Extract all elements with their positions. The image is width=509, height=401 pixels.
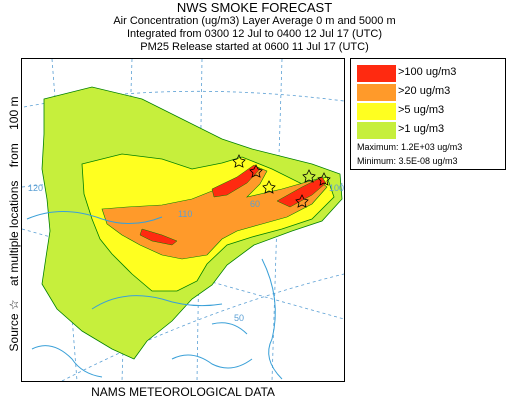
legend-row-20: >20 ug/m3 <box>357 84 503 101</box>
integration-period: Integrated from 0300 12 Jul to 0400 12 J… <box>127 28 382 40</box>
legend-label-1: >1 ug/m3 <box>398 123 445 135</box>
legend-row-100: >100 ug/m3 <box>357 65 503 82</box>
grid-label-60: 60 <box>250 199 260 209</box>
grid-label-120: 120 <box>28 183 43 193</box>
map-title: NWS SMOKE FORECAST <box>176 0 333 15</box>
legend-swatch-5 <box>357 103 396 120</box>
legend-row-1: >1 ug/m3 <box>357 122 503 139</box>
water-features <box>26 211 283 380</box>
release-info: PM25 Release started at 0600 11 Jul 17 (… <box>140 41 369 53</box>
legend-maximum: Maximum: 1.2E+03 ug/m3 <box>357 142 463 152</box>
plume-level-100c <box>276 176 327 208</box>
locations-label: at multiple locations <box>7 180 21 286</box>
source-label: Source ☆ <box>7 299 21 352</box>
legend-swatch-1 <box>357 122 396 139</box>
height-label: 100 m <box>7 96 21 130</box>
legend-label-20: >20 ug/m3 <box>398 85 451 97</box>
legend-label-5: >5 ug/m3 <box>398 104 445 116</box>
legend: >100 ug/m3 >20 ug/m3 >5 ug/m3 >1 ug/m3 M… <box>350 58 506 170</box>
grid-label-50: 50 <box>234 313 244 323</box>
source-markers <box>232 154 331 208</box>
concentration-subtitle: Air Concentration (ug/m3) Layer Average … <box>113 15 396 27</box>
smoke-map-svg: 120 110 60 100 50 <box>22 59 344 381</box>
grid-labels: 120 110 60 100 50 <box>28 183 344 323</box>
plume-level-100 <box>139 228 178 246</box>
legend-row-5: >5 ug/m3 <box>357 103 503 120</box>
legend-swatch-20 <box>357 84 396 101</box>
source-side-label: Source ☆ at multiple locations from 100 … <box>7 92 21 357</box>
smoke-map: 120 110 60 100 50 <box>21 58 345 382</box>
grid-label-100: 100 <box>329 183 344 193</box>
grid-label-110: 110 <box>178 209 192 219</box>
legend-minimum: Minimum: 3.5E-08 ug/m3 <box>357 156 458 166</box>
footer-data-source: NAMS METEOROLOGICAL DATA <box>91 385 275 399</box>
legend-swatch-100 <box>357 65 396 82</box>
legend-label-100: >100 ug/m3 <box>398 66 457 78</box>
from-label: from <box>7 143 21 168</box>
